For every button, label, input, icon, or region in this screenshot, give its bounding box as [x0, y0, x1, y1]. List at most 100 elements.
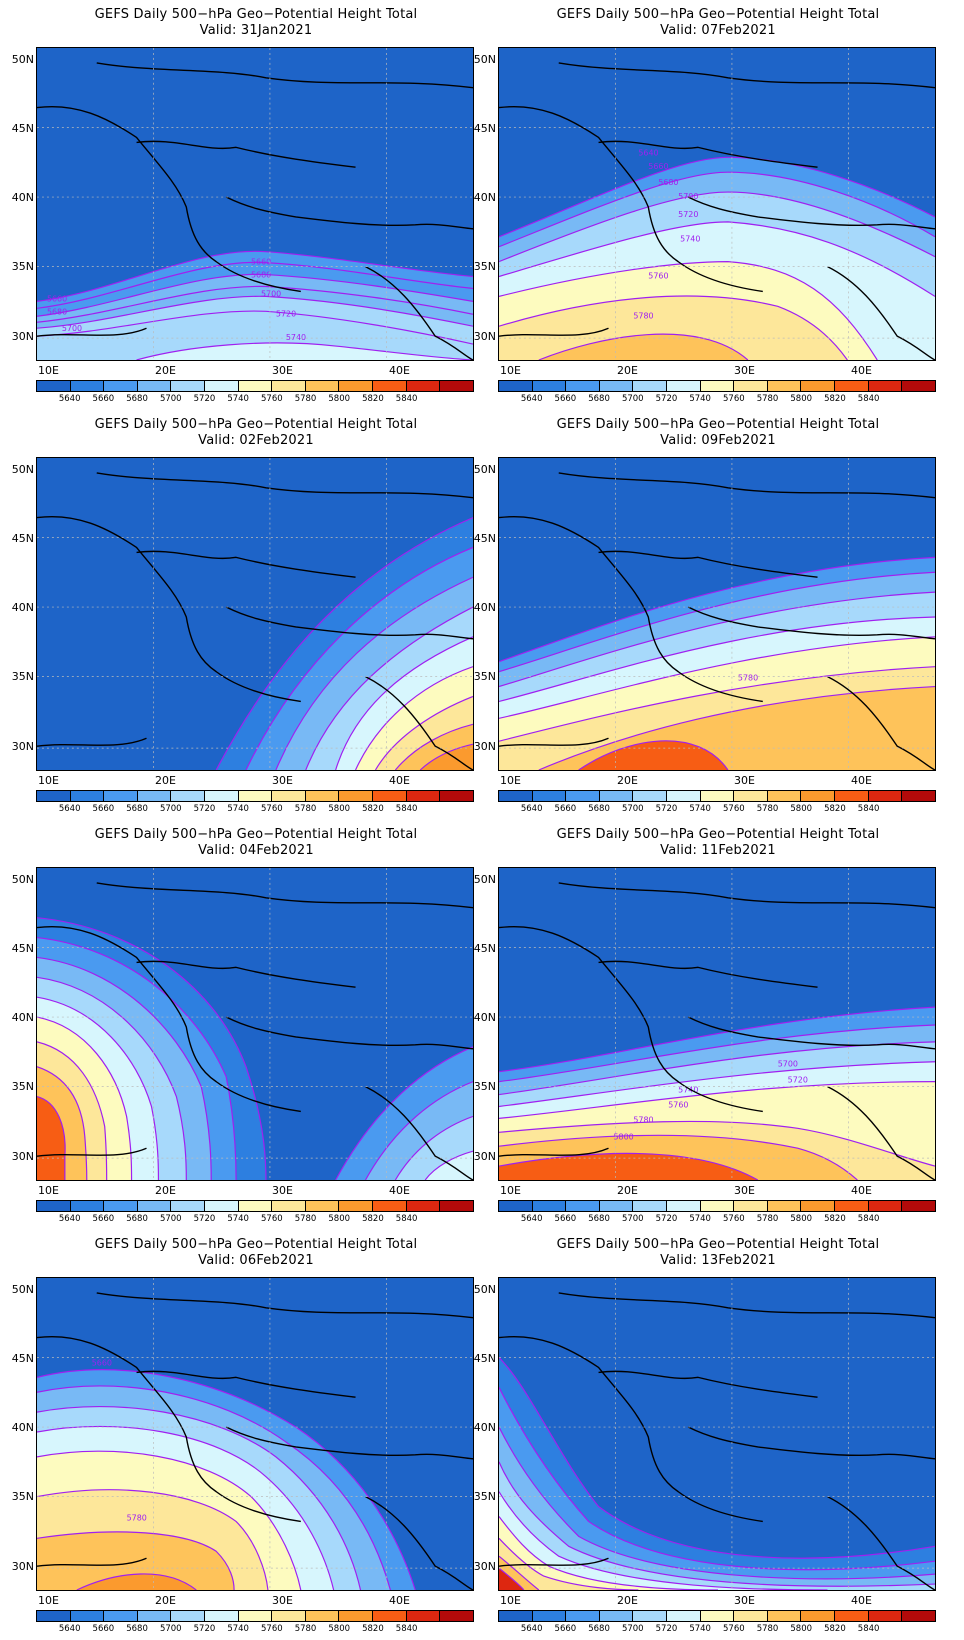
colorbar-label: 5680	[126, 1214, 148, 1224]
colorbar-swatch	[137, 1201, 172, 1211]
colorbar-swatch	[734, 381, 768, 391]
map-panel-11feb: GEFS Daily 500−hPa Geo−Potential Height …	[462, 820, 936, 1225]
colorbar-swatch	[37, 1201, 71, 1211]
colorbar-label: 5800	[328, 1214, 351, 1224]
map-area	[36, 867, 474, 1181]
colorbar-swatch	[700, 381, 735, 391]
panel-valid-date: Valid: 31Jan2021	[199, 23, 313, 38]
colorbar-label: 5820	[362, 1214, 384, 1224]
colorbar-label: 5740	[689, 394, 711, 404]
lon-label: 30E	[734, 1184, 755, 1197]
svg-text:5800: 5800	[613, 1132, 633, 1141]
colorbar-label: 5720	[193, 1624, 216, 1634]
colorbar-swatch	[339, 1201, 374, 1211]
colorbar-swatch	[700, 1201, 735, 1211]
svg-text:5700: 5700	[261, 289, 281, 298]
lat-label: 50N	[473, 873, 496, 886]
svg-text:5660: 5660	[648, 162, 668, 171]
colorbar-label: 5700	[159, 804, 182, 814]
colorbar-label: 5700	[621, 394, 644, 404]
lat-label: 40N	[473, 1421, 496, 1434]
colorbar-swatch	[902, 1201, 935, 1211]
colorbar	[498, 1610, 936, 1622]
colorbar	[36, 1200, 474, 1212]
colorbar-label: 5740	[227, 394, 249, 404]
lon-label: 30E	[734, 1594, 755, 1607]
colorbar-swatch	[37, 791, 71, 801]
colorbar-swatch	[499, 791, 533, 801]
colorbar-swatch	[238, 381, 273, 391]
colorbar-label: 5820	[362, 394, 384, 404]
lat-label: 35N	[473, 1080, 496, 1093]
colorbar-label: 5780	[756, 1624, 779, 1634]
lat-label: 40N	[11, 191, 34, 204]
colorbar-label: 5660	[554, 1214, 577, 1224]
colorbar-swatch	[868, 791, 903, 801]
colorbar-swatch	[406, 381, 441, 391]
colorbar-swatch	[305, 1611, 340, 1621]
lon-label: 20E	[155, 1594, 176, 1607]
lon-label: 30E	[272, 1184, 293, 1197]
colorbar-label: 5720	[655, 1624, 678, 1634]
colorbar-label: 5660	[92, 1624, 115, 1634]
lon-label: 10E	[38, 1184, 59, 1197]
colorbar-label: 5740	[689, 1214, 711, 1224]
panel-valid-date: Valid: 07Feb2021	[660, 23, 776, 38]
lon-label: 30E	[272, 774, 293, 787]
colorbar-swatch	[137, 1611, 172, 1621]
colorbar-label: 5760	[261, 1624, 283, 1634]
colorbar-swatch	[566, 791, 600, 801]
colorbar-swatch	[532, 381, 567, 391]
colorbar-swatch	[835, 1201, 869, 1211]
colorbar-label: 5660	[92, 1214, 115, 1224]
colorbar-swatch	[205, 1201, 239, 1211]
colorbar-swatch	[499, 1611, 533, 1621]
colorbar-swatch	[137, 381, 172, 391]
colorbar-swatch	[373, 381, 407, 391]
colorbar-swatch	[767, 791, 802, 801]
lon-label: 40E	[851, 1184, 872, 1197]
colorbar-label: 5660	[92, 394, 115, 404]
colorbar-label: 5780	[756, 394, 779, 404]
colorbar-swatch	[171, 791, 206, 801]
lon-label: 40E	[389, 1594, 410, 1607]
colorbar-label: 5800	[328, 1624, 351, 1634]
map-panel-02feb: GEFS Daily 500−hPa Geo−Potential Height …	[0, 410, 474, 815]
lat-label: 30N	[473, 330, 496, 343]
lon-label: 20E	[617, 364, 638, 377]
colorbar-swatch	[801, 1611, 836, 1621]
panel-valid-date: Valid: 09Feb2021	[660, 433, 776, 448]
lat-label: 40N	[11, 1011, 34, 1024]
colorbar-swatch	[440, 791, 473, 801]
svg-text:5780: 5780	[127, 1513, 147, 1522]
colorbar	[36, 790, 474, 802]
lat-label: 45N	[11, 1352, 34, 1365]
lat-label: 35N	[473, 670, 496, 683]
colorbar-swatch	[440, 1611, 473, 1621]
colorbar-swatch	[734, 1201, 768, 1211]
colorbar-label: 5680	[126, 804, 148, 814]
colorbar-label: 5840	[395, 804, 418, 814]
colorbar-label: 5820	[824, 1214, 846, 1224]
lon-label: 10E	[38, 1594, 59, 1607]
map-panel-07feb: GEFS Daily 500−hPa Geo−Potential Height …	[462, 0, 936, 405]
colorbar-label: 5840	[857, 804, 880, 814]
lon-label: 10E	[500, 1594, 521, 1607]
colorbar-swatch	[767, 1611, 802, 1621]
lat-label: 45N	[473, 122, 496, 135]
colorbar-label: 5700	[621, 804, 644, 814]
colorbar-swatch	[104, 1201, 138, 1211]
colorbar-label: 5760	[261, 394, 283, 404]
svg-text:5660: 5660	[251, 258, 271, 267]
lon-label: 40E	[389, 774, 410, 787]
lon-label: 40E	[851, 1594, 872, 1607]
panel-title: GEFS Daily 500−hPa Geo−Potential Height …	[94, 417, 418, 432]
panel-title: GEFS Daily 500−hPa Geo−Potential Height …	[556, 1237, 880, 1252]
colorbar-label: 5720	[655, 1214, 678, 1224]
colorbar-label: 5800	[790, 1624, 813, 1634]
colorbar-swatch	[566, 1611, 600, 1621]
colorbar-label: 5640	[58, 1624, 81, 1634]
svg-text:5780: 5780	[738, 674, 758, 683]
colorbar-label: 5740	[227, 1214, 249, 1224]
colorbar-swatch	[70, 381, 105, 391]
